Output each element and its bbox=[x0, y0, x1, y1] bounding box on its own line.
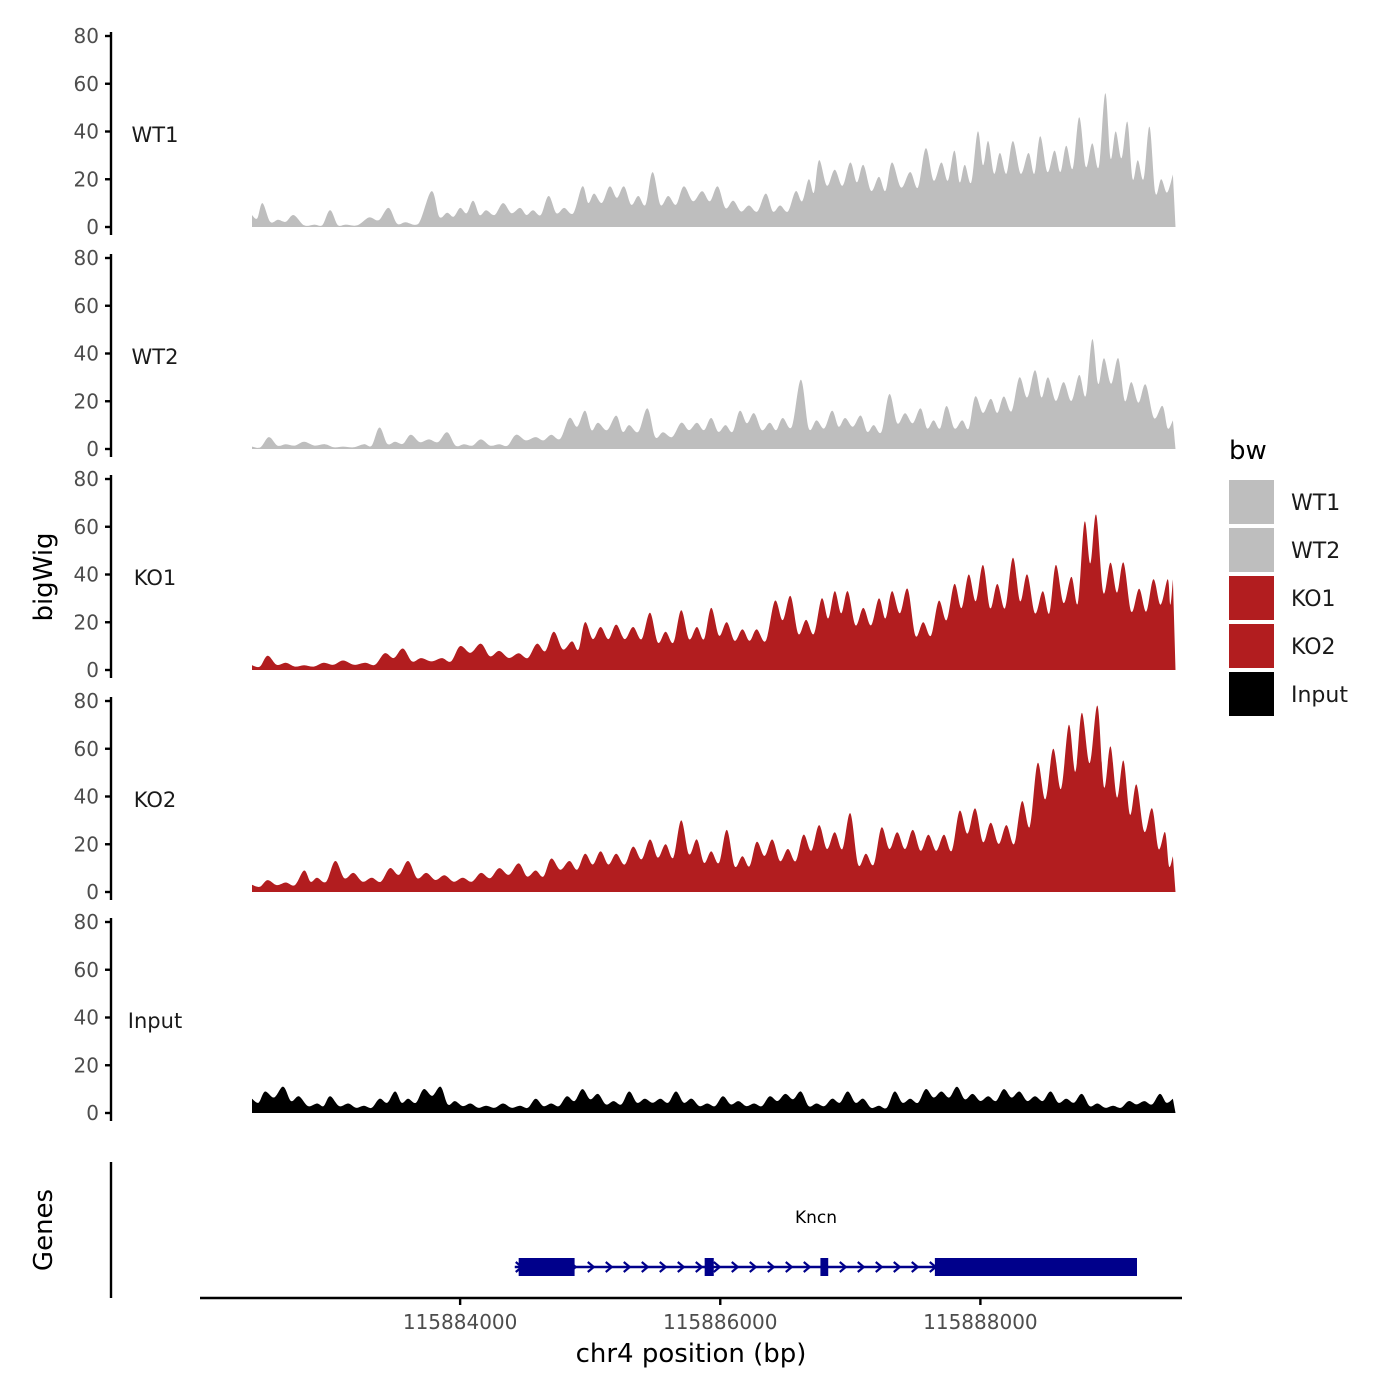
legend-swatch bbox=[1229, 528, 1274, 572]
y-tick-label: 40 bbox=[74, 785, 99, 809]
legend-label: KO2 bbox=[1291, 635, 1336, 660]
y-tick-label: 20 bbox=[74, 167, 99, 191]
x-tick-label: 115884000 bbox=[403, 1310, 518, 1334]
y-tick-label: 80 bbox=[74, 467, 99, 491]
x-tick-label: 115886000 bbox=[663, 1310, 778, 1334]
signal-area-ko2 bbox=[252, 705, 1176, 892]
legend: bw WT1 WT2 KO1 KO2 Input bbox=[1229, 436, 1348, 716]
track-label-ko2: KO2 bbox=[134, 788, 177, 812]
strand-arrow bbox=[911, 1261, 920, 1273]
x-tick-label: 115888000 bbox=[923, 1310, 1038, 1334]
legend-label: WT2 bbox=[1291, 539, 1340, 564]
legend-label: WT1 bbox=[1291, 491, 1340, 516]
track-ko2: 0 20 40 60 80 KO2 bbox=[74, 689, 1176, 904]
gene-exon bbox=[704, 1258, 714, 1276]
legend-swatch bbox=[1229, 576, 1274, 620]
y-axis-title: bigWig bbox=[29, 532, 59, 621]
y-tick-label: 40 bbox=[74, 342, 99, 366]
y-tick-label: 80 bbox=[74, 246, 99, 270]
strand-arrow bbox=[731, 1261, 740, 1273]
strand-arrow bbox=[605, 1261, 614, 1273]
gene-panel: Genes Kncn bbox=[29, 1162, 1137, 1298]
y-tick-label: 0 bbox=[86, 658, 99, 682]
y-tick-label: 80 bbox=[74, 910, 99, 934]
strand-arrow bbox=[659, 1261, 668, 1273]
track-label-input: Input bbox=[128, 1009, 182, 1033]
x-axis: 115884000 115886000 115888000 chr4 positio… bbox=[200, 1296, 1182, 1369]
signal-area-input bbox=[252, 1086, 1176, 1113]
strand-arrow bbox=[677, 1261, 686, 1273]
strand-arrow bbox=[785, 1261, 794, 1273]
y-tick-label: 80 bbox=[74, 689, 99, 713]
legend-swatch bbox=[1229, 624, 1274, 668]
y-tick-label: 40 bbox=[74, 120, 99, 144]
strand-arrow bbox=[839, 1261, 848, 1273]
signal-area-wt1 bbox=[252, 93, 1176, 228]
strand-arrow bbox=[749, 1261, 758, 1273]
gene-exon bbox=[820, 1258, 829, 1276]
legend-entry-wt2: WT2 bbox=[1229, 528, 1340, 572]
y-tick-label: 0 bbox=[86, 880, 99, 904]
signal-area-ko1 bbox=[252, 514, 1176, 670]
legend-entries: WT1 WT2 KO1 KO2 Input bbox=[1229, 480, 1348, 716]
gene-panel-title: Genes bbox=[29, 1189, 59, 1271]
track-label-wt2: WT2 bbox=[132, 345, 179, 369]
x-axis-ticks: 115884000 115886000 115888000 bbox=[403, 1298, 1038, 1334]
strand-arrow bbox=[695, 1261, 704, 1273]
strand-arrow bbox=[803, 1261, 812, 1273]
y-tick-label: 60 bbox=[74, 958, 99, 982]
strand-arrow bbox=[623, 1261, 632, 1273]
legend-title: bw bbox=[1229, 436, 1267, 466]
strand-arrow bbox=[641, 1261, 650, 1273]
legend-entry-ko2: KO2 bbox=[1229, 624, 1336, 668]
signal-tracks: 0 20 40 60 80 WT1 0 20 40 60 80 WT2 0 20 40 60 80 KO1 0 20 4… bbox=[74, 24, 1176, 1125]
track-wt1: 0 20 40 60 80 WT1 bbox=[74, 24, 1176, 239]
legend-label: KO1 bbox=[1291, 587, 1336, 612]
y-tick-label: 80 bbox=[74, 24, 99, 48]
strand-arrow bbox=[767, 1261, 776, 1273]
legend-entry-input: Input bbox=[1229, 672, 1348, 716]
y-tick-label: 20 bbox=[74, 389, 99, 413]
x-axis-title: chr4 position (bp) bbox=[576, 1339, 807, 1369]
gene-exon bbox=[518, 1258, 575, 1276]
y-tick-label: 40 bbox=[74, 563, 99, 587]
y-tick-label: 20 bbox=[74, 610, 99, 634]
legend-entry-ko1: KO1 bbox=[1229, 576, 1336, 620]
gene-model bbox=[514, 1258, 1137, 1276]
strand-arrow bbox=[857, 1261, 866, 1273]
strand-arrow bbox=[713, 1261, 722, 1273]
gene-exon bbox=[934, 1258, 1137, 1276]
y-tick-label: 20 bbox=[74, 1053, 99, 1077]
y-tick-label: 0 bbox=[86, 437, 99, 461]
track-label-ko1: KO1 bbox=[134, 566, 177, 590]
legend-swatch bbox=[1229, 480, 1274, 524]
strand-arrow bbox=[587, 1261, 596, 1273]
y-tick-label: 0 bbox=[86, 215, 99, 239]
strand-arrow bbox=[875, 1261, 884, 1273]
y-tick-label: 20 bbox=[74, 832, 99, 856]
legend-entry-wt1: WT1 bbox=[1229, 480, 1340, 524]
signal-area-wt2 bbox=[252, 339, 1176, 449]
gene-label-kncn: Kncn bbox=[795, 1208, 837, 1228]
y-tick-label: 60 bbox=[74, 294, 99, 318]
legend-label: Input bbox=[1291, 683, 1348, 708]
legend-swatch bbox=[1229, 672, 1274, 716]
strand-arrow bbox=[893, 1261, 902, 1273]
y-tick-label: 60 bbox=[74, 737, 99, 761]
y-tick-label: 0 bbox=[86, 1101, 99, 1125]
track-label-wt1: WT1 bbox=[132, 123, 179, 147]
y-tick-label: 60 bbox=[74, 515, 99, 539]
y-tick-label: 40 bbox=[74, 1006, 99, 1030]
track-ko1: 0 20 40 60 80 KO1 bbox=[74, 467, 1176, 682]
track-input: 0 20 40 60 80 Input bbox=[74, 910, 1176, 1125]
y-tick-label: 60 bbox=[74, 72, 99, 96]
track-wt2: 0 20 40 60 80 WT2 bbox=[74, 246, 1176, 461]
